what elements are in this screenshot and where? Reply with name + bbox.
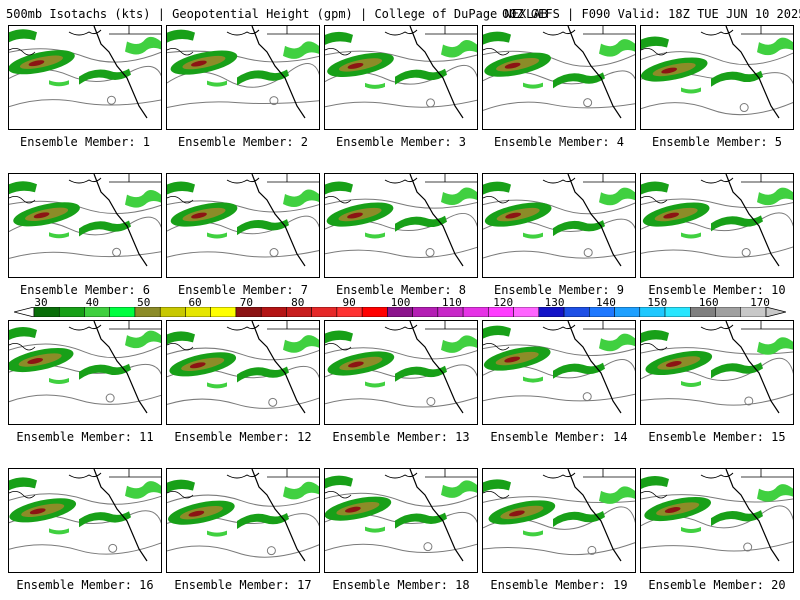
colorbar-swatch (260, 307, 287, 317)
ensemble-member-label: Ensemble Member: 13 (332, 430, 470, 444)
ensemble-map-panel (482, 468, 636, 573)
colorbar-tick-label: 100 (390, 296, 411, 309)
ensemble-member-label: Ensemble Member: 6 (19, 283, 151, 297)
ensemble-member-label: Ensemble Member: 2 (177, 135, 309, 149)
colorbar-swatch (159, 307, 186, 317)
ensemble-member-label: Ensemble Member: 8 (335, 283, 467, 297)
colorbar-tick-label: 90 (342, 296, 356, 309)
ensemble-map-panel (324, 25, 478, 130)
map-title: 500mb Isotachs (kts) | Geopotential Heig… (6, 7, 548, 21)
model-valid-time: 00Z GEFS | F090 Valid: 18Z TUE JUN 10 20… (502, 7, 800, 21)
colorbar-swatch (109, 307, 136, 317)
colorbar-tick-label: 130 (544, 296, 565, 309)
ensemble-map-panel (640, 320, 794, 425)
colorbar-tick-label: 140 (595, 296, 616, 309)
ensemble-member-label: Ensemble Member: 12 (174, 430, 312, 444)
colorbar-tick-label: 160 (698, 296, 719, 309)
colorbar-swatch (715, 307, 742, 317)
ensemble-map-panel (166, 320, 320, 425)
ensemble-member-label: Ensemble Member: 19 (490, 578, 628, 592)
ensemble-map-panel (8, 25, 162, 130)
ensemble-map-panel (640, 173, 794, 278)
ensemble-member-label: Ensemble Member: 10 (648, 283, 786, 297)
colorbar-tick-label: 60 (188, 296, 202, 309)
colorbar-swatch (664, 307, 691, 317)
ensemble-map-panel (166, 173, 320, 278)
colorbar-swatch (210, 307, 237, 317)
ensemble-map-panel (640, 468, 794, 573)
colorbar-swatch (462, 307, 489, 317)
colorbar-swatch (513, 307, 540, 317)
ensemble-member-label: Ensemble Member: 4 (493, 135, 625, 149)
ensemble-map-panel (8, 320, 162, 425)
ensemble-map-panel (482, 173, 636, 278)
ensemble-map-panel (8, 173, 162, 278)
ensemble-map-panel (166, 468, 320, 573)
ensemble-member-label: Ensemble Member: 1 (19, 135, 151, 149)
ensemble-member-label: Ensemble Member: 7 (177, 283, 309, 297)
ensemble-map-panel (324, 468, 478, 573)
colorbar-swatch (361, 307, 388, 317)
colorbar-swatch (614, 307, 641, 317)
colorbar-tick-label: 150 (647, 296, 668, 309)
ensemble-map-panel (324, 320, 478, 425)
ensemble-map-panel (482, 25, 636, 130)
colorbar-swatch (563, 307, 590, 317)
ensemble-member-label: Ensemble Member: 15 (648, 430, 786, 444)
colorbar-tick-label: 170 (750, 296, 770, 309)
colorbar-tick-label: 50 (137, 296, 151, 309)
colorbar-swatch (311, 307, 338, 317)
colorbar-tick-label: 80 (291, 296, 305, 309)
ensemble-map-panel (482, 320, 636, 425)
colorbar-tick-label: 110 (441, 296, 462, 309)
ensemble-map-panel (166, 25, 320, 130)
ensemble-map-panel (640, 25, 794, 130)
colorbar-tick-label: 30 (34, 296, 48, 309)
colorbar-tick-label: 40 (85, 296, 99, 309)
ensemble-member-label: Ensemble Member: 17 (174, 578, 312, 592)
colorbar-swatch (412, 307, 439, 317)
ensemble-member-label: Ensemble Member: 11 (16, 430, 154, 444)
ensemble-member-label: Ensemble Member: 20 (648, 578, 786, 592)
ensemble-map-panel (324, 173, 478, 278)
isotach-colorbar (14, 307, 786, 317)
ensemble-member-label: Ensemble Member: 14 (490, 430, 628, 444)
ensemble-member-label: Ensemble Member: 5 (651, 135, 783, 149)
colorbar-tick-label: 120 (493, 296, 514, 309)
ensemble-member-label: Ensemble Member: 9 (493, 283, 625, 297)
ensemble-member-label: Ensemble Member: 18 (332, 578, 470, 592)
ensemble-member-label: Ensemble Member: 16 (16, 578, 154, 592)
ensemble-map-panel (8, 468, 162, 573)
ensemble-member-label: Ensemble Member: 3 (335, 135, 467, 149)
colorbar-swatch (58, 307, 85, 317)
colorbar-tick-label: 70 (239, 296, 254, 309)
